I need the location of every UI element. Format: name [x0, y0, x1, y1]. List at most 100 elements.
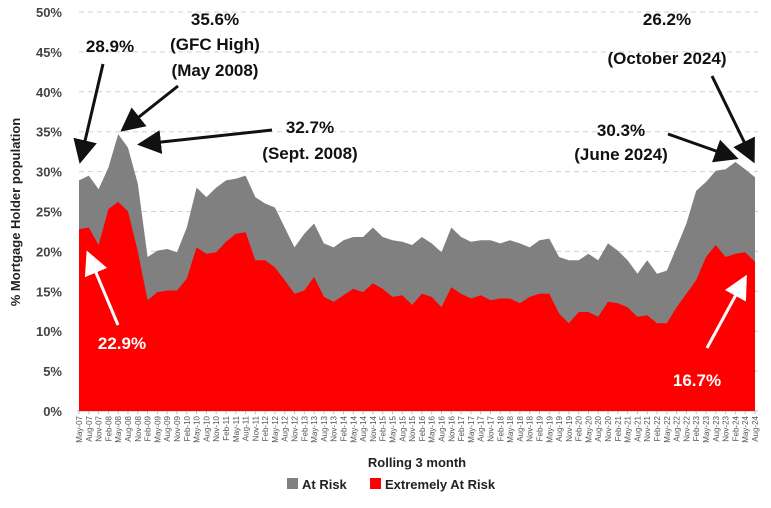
x-tick-label: Feb-16 — [418, 415, 427, 441]
x-tick-label: Aug-15 — [398, 415, 407, 441]
x-tick-label: May-23 — [702, 415, 711, 442]
y-tick-label: 30% — [36, 165, 62, 180]
legend: At Risk Extremely At Risk — [287, 477, 496, 492]
x-tick-label: May-10 — [193, 415, 202, 442]
y-tick-label: 50% — [36, 5, 62, 20]
x-tick-label: May-22 — [663, 415, 672, 442]
x-tick-label: May-11 — [232, 415, 241, 442]
x-tick-label: Nov-18 — [526, 415, 535, 441]
x-tick-label: Aug-23 — [712, 415, 721, 441]
x-tick-label: Feb-24 — [731, 415, 740, 441]
annotation-june-2024: (June 2024) — [574, 145, 668, 164]
x-tick-label: Feb-08 — [104, 415, 113, 441]
annotation-arrow — [73, 63, 105, 164]
x-tick-label: Feb-18 — [496, 415, 505, 441]
x-axis-ticks: May-07 Aug-07 Nov-07 Feb-08 May-08 Aug-08 Nov-… — [75, 411, 760, 443]
x-tick-label: Aug-22 — [673, 415, 682, 441]
x-tick-label: Nov-15 — [408, 415, 417, 441]
x-tick-label: May-12 — [271, 415, 280, 442]
annotation-start-extreme: 22.9% — [98, 334, 146, 353]
x-tick-label: Feb-22 — [653, 415, 662, 441]
x-tick-label: May-09 — [153, 415, 162, 442]
x-tick-label: May-15 — [389, 415, 398, 442]
x-tick-label: Aug-19 — [555, 415, 564, 441]
x-tick-label: Nov-17 — [486, 415, 495, 441]
x-tick-label: Aug-17 — [477, 415, 486, 441]
annotation-end-extreme: 16.7% — [673, 371, 721, 390]
annotation-arrow — [84, 250, 120, 326]
annotation-sept-2008: (Sept. 2008) — [262, 144, 357, 163]
x-tick-label: Aug-18 — [516, 415, 525, 441]
x-tick-label: May-21 — [624, 415, 633, 442]
x-tick-label: Feb-21 — [614, 415, 623, 441]
x-tick-label: Nov-14 — [369, 415, 378, 441]
areas — [79, 134, 755, 411]
x-tick-label: Nov-12 — [291, 415, 300, 441]
x-tick-label: May-13 — [310, 415, 319, 442]
x-tick-label: Nov-16 — [447, 415, 456, 441]
y-axis-label: % Mortgage Holder population — [8, 118, 23, 307]
x-tick-label: Feb-15 — [379, 415, 388, 441]
annotation-sept-2008: 32.7% — [286, 118, 334, 137]
x-tick-label: Nov-11 — [251, 415, 260, 441]
x-tick-label: Feb-13 — [300, 415, 309, 441]
x-tick-label: Aug-14 — [359, 415, 368, 441]
x-tick-label: May-19 — [545, 415, 554, 442]
x-tick-label: Feb-23 — [692, 415, 701, 441]
x-tick-label: Nov-10 — [212, 415, 221, 441]
y-tick-label: 35% — [36, 125, 62, 140]
x-tick-label: May-14 — [349, 415, 358, 442]
x-tick-label: Aug-08 — [124, 415, 133, 441]
area-extremely-at-risk — [79, 201, 755, 411]
legend-swatch-extremely-at-risk — [370, 478, 381, 489]
y-tick-label: 10% — [36, 324, 62, 339]
x-tick-label: Aug-10 — [202, 415, 211, 441]
x-tick-label: Feb-20 — [575, 415, 584, 441]
x-tick-label: Aug-12 — [281, 415, 290, 441]
x-tick-label: May-24 — [741, 415, 750, 442]
x-tick-label: Aug-13 — [320, 415, 329, 441]
x-tick-label: Nov-09 — [173, 415, 182, 441]
x-tick-label: Nov-19 — [565, 415, 574, 441]
annotation-gfc-high: (GFC High) — [170, 35, 260, 54]
x-tick-label: May-16 — [428, 415, 437, 442]
annotations: 28.9% 35.6% (GFC High) (May 2008) 32.7% … — [73, 10, 755, 390]
annotation-arrow — [667, 132, 739, 163]
y-tick-label: 20% — [36, 244, 62, 259]
x-axis-label: Rolling 3 month — [368, 455, 466, 470]
annotation-october-2024: 26.2% — [643, 10, 691, 29]
x-tick-label: Feb-10 — [183, 415, 192, 441]
x-tick-label: Aug-21 — [633, 415, 642, 441]
annotation-june-2024: 30.3% — [597, 121, 645, 140]
x-tick-label: Nov-23 — [722, 415, 731, 441]
x-tick-label: May-08 — [114, 415, 123, 442]
annotation-october-2024: (October 2024) — [607, 49, 726, 68]
x-tick-label: Aug-16 — [437, 415, 446, 441]
x-tick-label: Feb-09 — [144, 415, 153, 441]
legend-swatch-at-risk — [287, 478, 298, 489]
legend-label-at-risk: At Risk — [302, 477, 348, 492]
x-tick-label: May-18 — [506, 415, 515, 442]
y-tick-label: 15% — [36, 284, 62, 299]
x-tick-label: Nov-20 — [604, 415, 613, 441]
legend-label-extremely-at-risk: Extremely At Risk — [385, 477, 496, 492]
x-tick-label: Feb-12 — [261, 415, 270, 441]
annotation-arrow — [710, 75, 755, 164]
x-tick-label: Nov-08 — [134, 415, 143, 441]
annotation-gfc-high: (May 2008) — [172, 61, 259, 80]
annotation-arrow — [120, 84, 179, 132]
y-tick-label: 40% — [36, 85, 62, 100]
x-tick-label: May-07 — [75, 415, 84, 442]
x-tick-label: Aug-11 — [242, 415, 251, 441]
x-tick-label: Aug-20 — [594, 415, 603, 441]
y-tick-label: 0% — [43, 404, 62, 419]
x-tick-label: Nov-07 — [95, 415, 104, 441]
annotation-arrow — [705, 274, 747, 349]
y-tick-label: 45% — [36, 45, 62, 60]
x-tick-label: Feb-14 — [340, 415, 349, 441]
x-tick-label: Nov-22 — [682, 415, 691, 441]
x-tick-label: Aug-07 — [85, 415, 94, 441]
annotation-gfc-high: 35.6% — [191, 10, 239, 29]
annotation-start-total: 28.9% — [86, 37, 134, 56]
